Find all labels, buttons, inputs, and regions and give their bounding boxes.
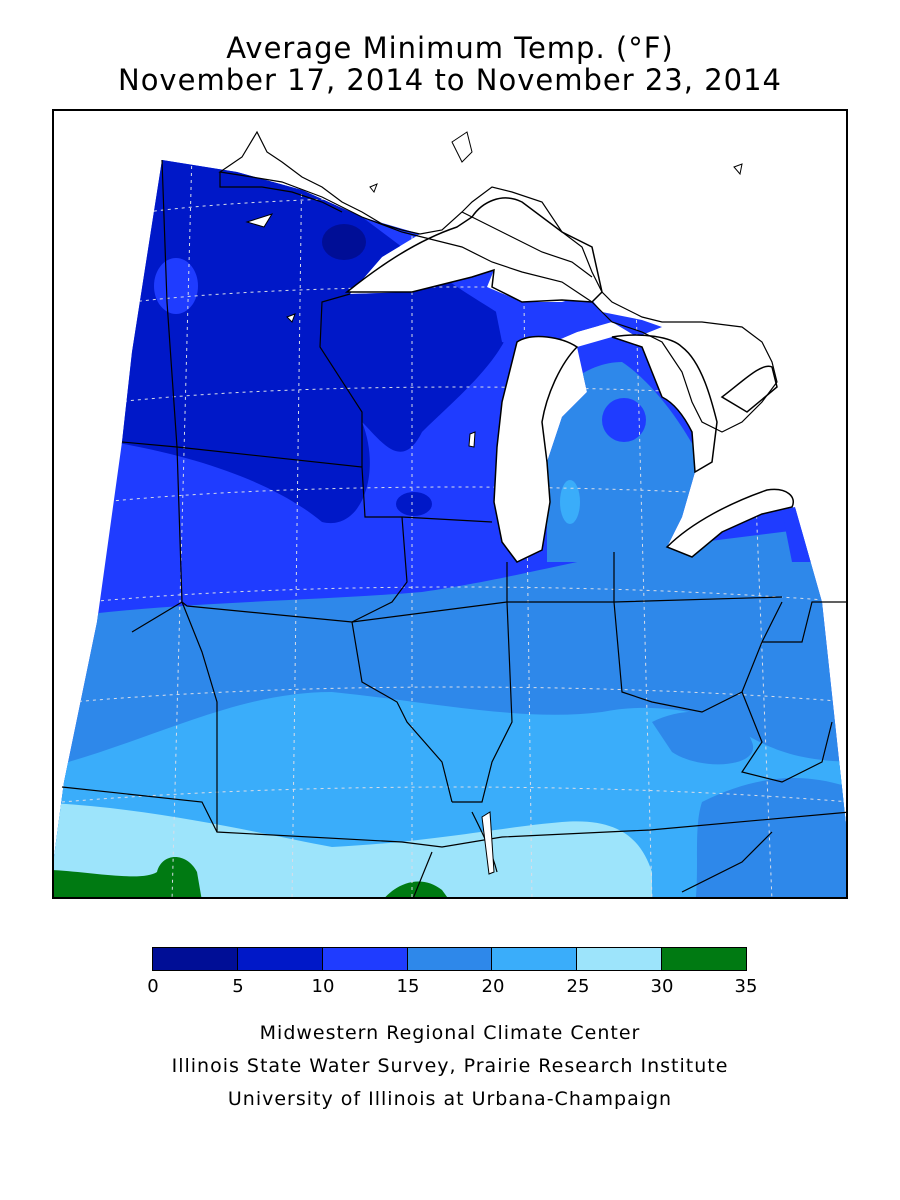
legend-tick-label: 15 — [396, 976, 420, 997]
legend-swatch-20-25 — [492, 948, 578, 970]
legend-tick-label: 25 — [566, 976, 590, 997]
legend-tick-label: 0 — [147, 976, 159, 997]
legend-tick-label: 10 — [311, 976, 335, 997]
credit-survey: Illinois State Water Survey, Prairie Res… — [171, 1055, 729, 1077]
map-title: Average Minimum Temp. (°F) — [226, 31, 674, 65]
map-panel — [52, 109, 848, 899]
credit-organization: Midwestern Regional Climate Center — [259, 1022, 641, 1044]
state-borders — [61, 159, 846, 897]
color-legend — [152, 947, 747, 971]
islands — [245, 131, 743, 875]
canada-land-outline — [218, 130, 778, 433]
legend-swatch-0-5 — [153, 948, 238, 970]
legend-tick-label: 20 — [481, 976, 505, 997]
legend-swatch-30-35 — [662, 948, 747, 970]
legend-tick-label: 35 — [734, 976, 758, 997]
map-date-range: November 17, 2014 to November 23, 2014 — [118, 63, 782, 97]
legend-swatch-5-10 — [237, 948, 323, 970]
legend-tick-label: 30 — [650, 976, 674, 997]
legend-swatch-25-30 — [577, 948, 663, 970]
temperature-map — [54, 130, 846, 897]
legend-swatch-10-15 — [322, 948, 408, 970]
credit-university: University of Illinois at Urbana-Champai… — [227, 1088, 673, 1110]
legend-swatch-15-20 — [407, 948, 493, 970]
legend-tick-label: 5 — [232, 976, 244, 997]
